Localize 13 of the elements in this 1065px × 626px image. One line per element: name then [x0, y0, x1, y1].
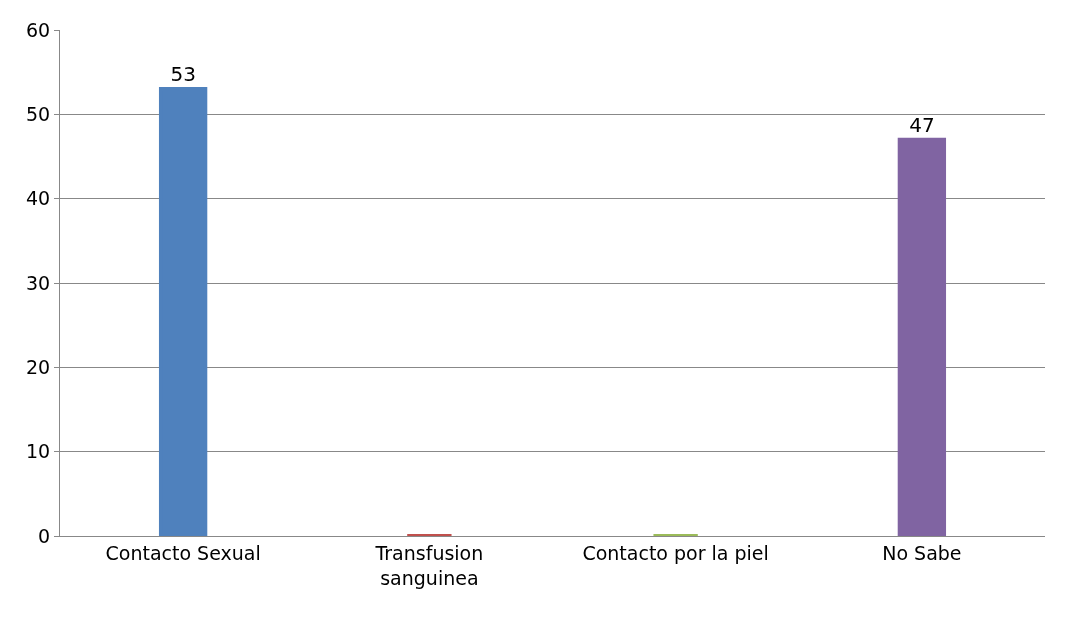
y-tick-label: 10 — [26, 440, 51, 463]
x-tick-label: Transfusion sanguinea — [374, 541, 484, 589]
data-label: 53 — [170, 62, 196, 87]
y-tick-label: 20 — [26, 355, 51, 378]
x-tick-label: No Sabe — [882, 541, 962, 564]
x-tick-label: Contacto por la piel — [582, 541, 769, 564]
y-tick-label: 0 — [38, 524, 51, 547]
x-tick-label: Contacto Sexual — [105, 541, 261, 564]
y-tick-label: 30 — [26, 271, 51, 294]
data-label: 47 — [909, 112, 935, 137]
y-tick-label: 50 — [26, 102, 51, 125]
y-tick-label: 60 — [26, 18, 51, 41]
y-tick-label: 40 — [26, 187, 51, 210]
